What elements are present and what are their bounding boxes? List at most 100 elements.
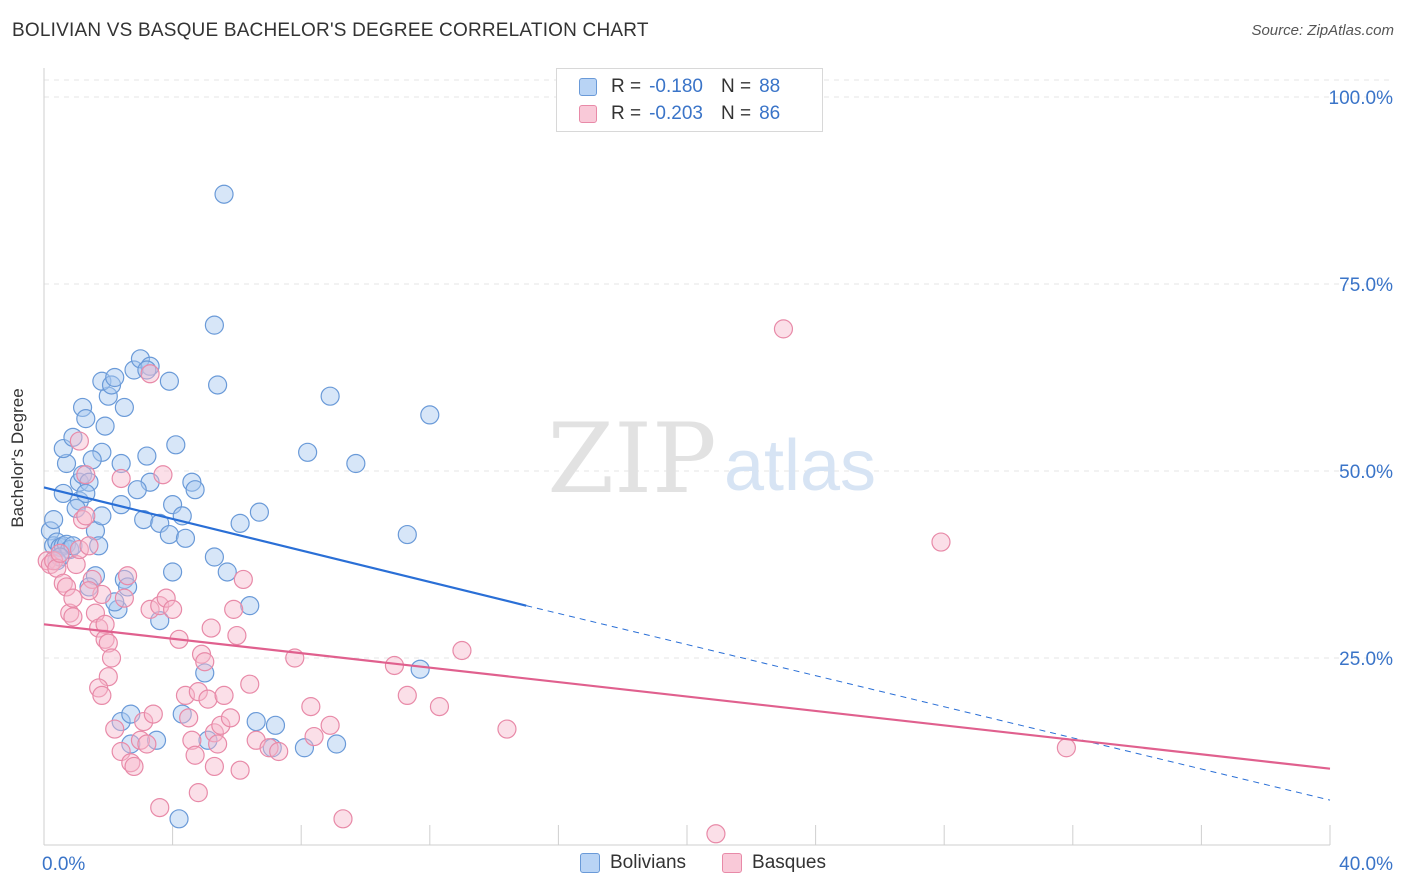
legend-n-value-bolivians: 88 — [759, 76, 781, 97]
basques-point — [137, 734, 157, 754]
bolivians-point — [320, 386, 340, 406]
bolivians-point — [397, 524, 417, 545]
legend-swatch-bolivians — [579, 78, 597, 96]
bolivians-point — [198, 730, 218, 750]
legend-item-bolivians[interactable]: Bolivians — [580, 852, 686, 874]
basques-point — [114, 588, 134, 608]
bolivians-point — [134, 510, 154, 530]
basques-point — [230, 760, 250, 780]
basques-point — [79, 536, 99, 556]
basques-point — [105, 719, 125, 739]
basques-point — [140, 599, 160, 619]
bolivians-point — [130, 349, 151, 369]
bolivians-point — [230, 513, 250, 533]
bolivians-point — [137, 360, 157, 380]
basques-point — [185, 745, 205, 765]
basques-point — [153, 465, 173, 485]
legend-swatch-bolivians — [580, 853, 600, 873]
bolivians-point — [204, 547, 224, 567]
basques-point — [497, 719, 517, 739]
basques-point — [208, 734, 228, 754]
bolivians-point — [217, 562, 237, 582]
bolivians-point — [346, 453, 366, 474]
basques-point — [76, 506, 96, 526]
bolivians-point — [420, 405, 440, 425]
basques-point — [301, 697, 321, 717]
watermark-zip: ZIP — [547, 403, 716, 515]
legend-n-label: N = — [720, 103, 752, 124]
basques-point — [50, 543, 70, 563]
basques-point — [82, 569, 102, 590]
trend-line-bolivians — [43, 486, 527, 607]
basques-point — [117, 566, 138, 586]
basques-point — [156, 588, 176, 608]
basques-point — [214, 685, 234, 706]
legend-n-value-basques: 86 — [759, 103, 781, 124]
bolivians-point — [56, 453, 77, 474]
basques-point — [706, 824, 726, 844]
legend-item-basques[interactable]: Basques — [722, 852, 826, 874]
basques-point — [233, 569, 253, 590]
basques-point — [95, 614, 115, 634]
bolivians-point — [166, 435, 186, 455]
axes — [43, 68, 1331, 846]
basques-point — [304, 726, 324, 747]
legend-swatch-basques — [722, 853, 743, 873]
basques-point — [240, 674, 260, 694]
watermark: ZIP atlas — [547, 403, 876, 515]
basques-point — [63, 607, 83, 627]
bolivians-point — [111, 711, 131, 732]
basques-point — [63, 588, 83, 608]
bolivians-point — [76, 409, 96, 429]
basques-point — [134, 711, 154, 732]
bolivians-point — [208, 375, 228, 395]
basques-point — [220, 708, 241, 728]
basques-point — [79, 581, 99, 601]
bolivians-point — [159, 524, 179, 545]
bolivians-point — [111, 453, 131, 474]
bolivians-point — [265, 715, 286, 735]
basques-point — [175, 685, 196, 706]
watermark-atlas: atlas — [724, 426, 876, 506]
basques-point — [66, 554, 86, 575]
y-tick-label: 50.0% — [1339, 462, 1393, 483]
basques-point — [163, 599, 183, 619]
basques-point — [397, 685, 417, 706]
basques-point — [143, 704, 163, 724]
basques-point — [269, 741, 289, 762]
bolivians-point — [175, 528, 196, 548]
basques-point — [195, 652, 215, 672]
bolivians-point — [246, 711, 266, 732]
bolivians-point — [89, 536, 109, 556]
trend-line-bolivians-extension — [526, 605, 1331, 801]
basques-point — [211, 715, 231, 735]
basques-point — [259, 738, 279, 758]
basques-point — [72, 510, 93, 530]
basques-point — [92, 584, 112, 605]
bolivians-point — [121, 734, 141, 754]
chart-source: Source: ZipAtlas.com — [1251, 22, 1394, 39]
basques-point — [1056, 738, 1076, 758]
bolivians-point — [95, 416, 115, 436]
trend-lines — [43, 486, 1331, 801]
bolivians-point — [240, 596, 260, 616]
basques-point — [224, 599, 244, 619]
basques-point — [76, 465, 96, 485]
basques-point — [124, 756, 144, 777]
basques-point — [101, 648, 122, 668]
basques-point — [320, 715, 340, 735]
bolivians-point — [40, 521, 61, 541]
legend-r-label: R = — [611, 103, 642, 124]
bolivians-point — [127, 480, 147, 500]
basques-point — [53, 573, 73, 593]
basques-point — [429, 697, 450, 717]
legend-row-basques: R = -0.203 N = 86 — [579, 101, 780, 127]
basques-point — [198, 689, 218, 709]
basques-point — [227, 625, 247, 646]
basques-point — [140, 364, 160, 384]
y-tick-label: 100.0% — [1329, 88, 1394, 109]
bolivians-point — [114, 397, 134, 418]
bolivians-point — [140, 356, 160, 376]
trend-line-basques — [43, 623, 1331, 770]
